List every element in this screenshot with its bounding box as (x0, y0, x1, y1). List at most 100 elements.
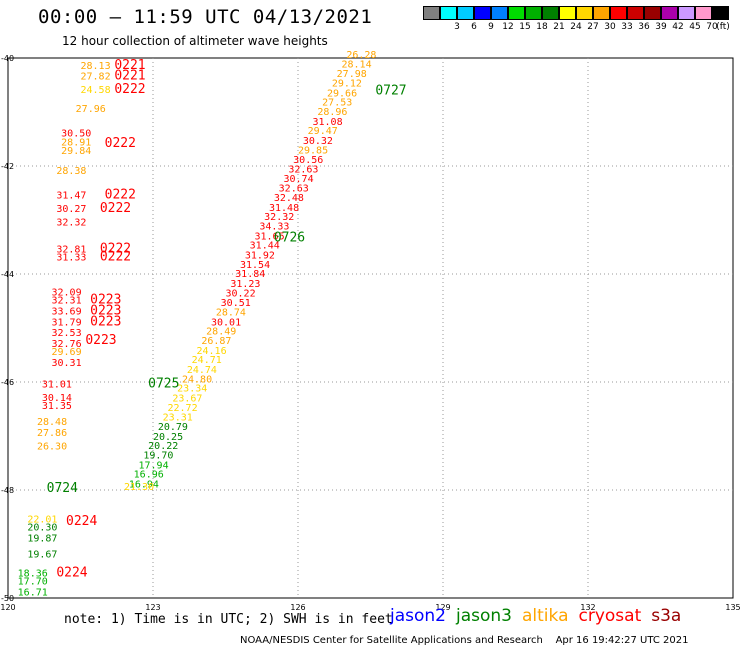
y-tick-label: -44 (1, 270, 14, 279)
chart-title: 00:00 – 11:59 UTC 04/13/2021 (38, 6, 373, 28)
color-scale-label: 70 (706, 22, 718, 32)
color-scale-swatch (593, 6, 610, 20)
wave-height-label: 32.09 (52, 288, 82, 299)
wave-height-label: 18.36 (18, 568, 48, 579)
wave-height-label: 20.79 (158, 422, 188, 433)
wave-height-label: 31.35 (42, 401, 72, 412)
wave-height-label: 28.13 (81, 61, 111, 72)
wave-height-label: 30.22 (226, 289, 256, 300)
color-scale-label: 39 (655, 22, 667, 32)
wave-height-label: 29.12 (332, 79, 362, 90)
wave-height-label: 31.84 (235, 269, 265, 280)
wave-height-label: 31.48 (269, 203, 299, 214)
wave-height-label: 31.08 (313, 117, 343, 128)
wave-height-label: 24.71 (192, 355, 222, 366)
pass-time-label: 0223 (90, 293, 121, 308)
wave-height-label: 30.56 (293, 155, 323, 166)
wave-height-label: 20.25 (153, 432, 183, 443)
wave-height-label: 27.53 (322, 98, 352, 109)
pass-time-label: 0222 (105, 136, 136, 151)
wave-height-label: 30.50 (61, 128, 91, 139)
color-scale-legend: 3 6 9 12 15 18 21 24 27 30 33 36 39 42 45 70 (ft) (423, 6, 730, 34)
x-tick-label: 132 (580, 603, 595, 612)
wave-height-label: 16.96 (134, 470, 164, 481)
color-scale-label: 6 (471, 22, 477, 32)
color-scale-label: 42 (672, 22, 684, 32)
legend-item-jason2: jason2 (390, 606, 446, 626)
color-scale-label: 36 (638, 22, 650, 32)
wave-height-label: 32.31 (52, 296, 82, 307)
wave-height-label: 30.51 (221, 298, 251, 309)
color-scale-swatch (661, 6, 678, 20)
pass-time-label: 0222 (100, 201, 131, 216)
color-scale-swatch (610, 6, 627, 20)
wave-height-label: 31.65 (255, 231, 285, 242)
x-tick-label: 126 (290, 603, 305, 612)
color-scale-label: 33 (621, 22, 633, 32)
wave-height-label: 28.74 (216, 308, 246, 319)
x-tick-label: 123 (145, 603, 160, 612)
pass-time-label: 0221 (114, 58, 145, 73)
wave-height-label: 29.47 (308, 126, 338, 137)
wave-height-label: 26.28 (346, 50, 376, 61)
chart-note: note: 1) Time is in UTC; 2) SWH is in fe… (64, 612, 393, 627)
wave-height-label: 20.30 (27, 523, 57, 534)
wave-height-label: 32.53 (52, 328, 82, 339)
legend-item-altika: altika (522, 606, 569, 626)
pass-time-label: 0727 (375, 84, 406, 99)
legend-item-cryosat: cryosat (578, 606, 642, 626)
wave-height-label: 19.87 (27, 533, 57, 544)
wave-height-label: 17.70 (18, 577, 48, 588)
y-tick-label: -40 (1, 54, 14, 63)
wave-height-label: 30.74 (284, 174, 314, 185)
pass-time-label: 0222 (105, 187, 136, 202)
wave-height-label: 31.54 (240, 260, 270, 271)
color-scale-label: 24 (570, 22, 582, 32)
pass-time-label: 0224 (56, 565, 87, 580)
wave-height-label: 30.27 (56, 204, 86, 215)
x-tick-label: 135 (725, 603, 740, 612)
color-scale-swatch (491, 6, 508, 20)
wave-height-label: 21.30 (124, 482, 154, 493)
wave-height-label: 24.80 (182, 375, 212, 386)
wave-height-label: 30.14 (42, 393, 72, 404)
wave-height-label: 28.14 (342, 60, 372, 71)
wave-height-label: 16.94 (129, 479, 159, 490)
wave-height-label: 27.96 (76, 104, 106, 115)
pass-time-label: 0726 (274, 231, 305, 246)
color-scale-label: 21 (553, 22, 565, 32)
wave-height-label: 30.01 (211, 317, 241, 328)
color-scale-swatch (678, 6, 695, 20)
wave-height-label: 32.63 (279, 183, 309, 194)
wave-height-label: 31.01 (42, 379, 72, 390)
wave-height-label: 31.92 (245, 250, 275, 261)
color-scale-swatch (474, 6, 491, 20)
wave-height-label: 23.67 (172, 393, 202, 404)
y-tick-label: -42 (1, 162, 14, 171)
color-scale-swatch (440, 6, 457, 20)
pass-time-label: 0224 (66, 514, 97, 529)
credit-line: NOAA/NESDIS Center for Satellite Applica… (240, 635, 689, 646)
wave-height-label: 24.74 (187, 365, 217, 376)
wave-height-label: 32.76 (52, 339, 82, 350)
wave-height-label: 28.48 (37, 417, 67, 428)
wave-height-label: 31.79 (52, 317, 82, 328)
color-scale-label: 27 (587, 22, 599, 32)
wave-height-label: 32.32 (264, 212, 294, 223)
y-tick-label: -48 (1, 486, 14, 495)
wave-height-label: 30.32 (303, 136, 333, 147)
color-scale-swatch (423, 6, 440, 20)
color-scale-swatch (559, 6, 576, 20)
wave-height-label: 17.94 (139, 460, 169, 471)
pass-time-label: 0222 (114, 82, 145, 97)
wave-height-label: 22.72 (168, 403, 198, 414)
wave-height-label: 19.67 (27, 550, 57, 561)
wave-height-label: 28.96 (317, 107, 347, 118)
color-scale-label: 18 (536, 22, 548, 32)
wave-height-label: 32.32 (56, 217, 86, 228)
wave-height-label: 19.70 (143, 451, 173, 462)
wave-height-label: 24.58 (81, 85, 111, 96)
wave-height-label: 29.66 (327, 88, 357, 99)
pass-time-label: 0725 (148, 376, 179, 391)
color-scale-swatch (644, 6, 661, 20)
